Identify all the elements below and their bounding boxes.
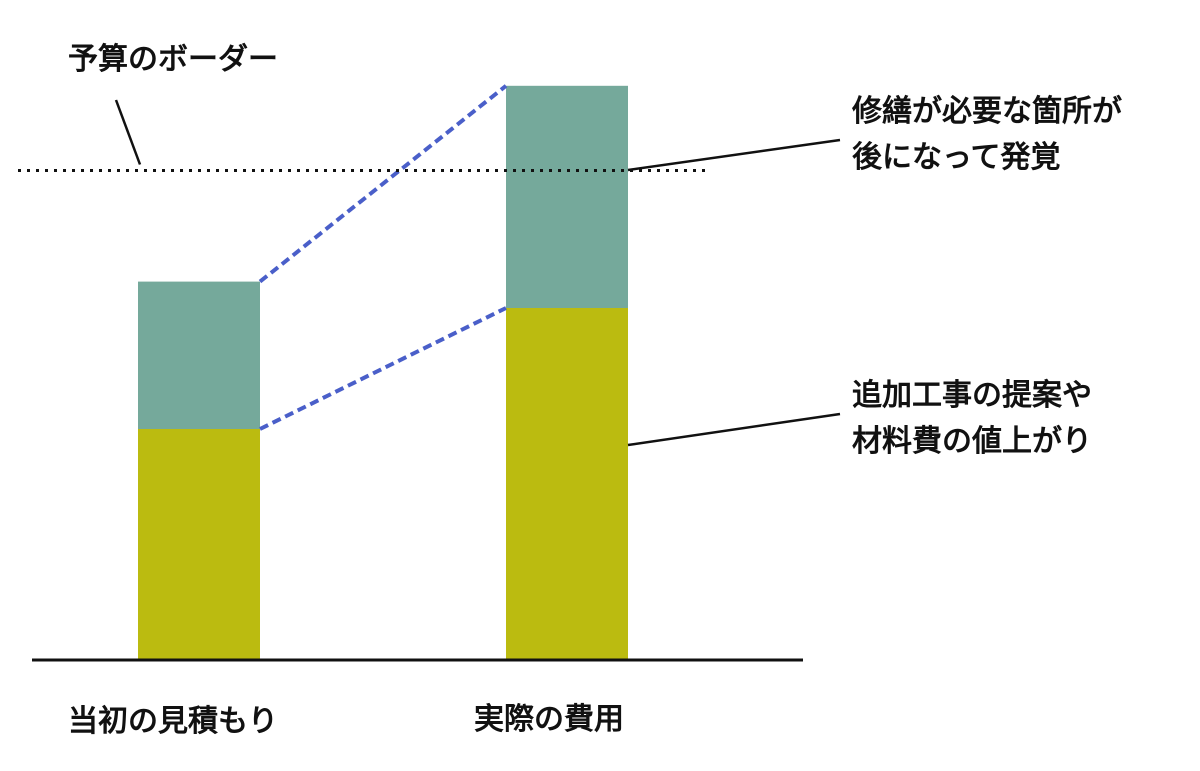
annotation-bottom-line-1: 追加工事の提案や: [852, 378, 1092, 413]
connector-line-lower: [259, 306, 507, 431]
category-label-actual: 実際の費用: [474, 702, 624, 737]
budget-label-leader: [114, 99, 142, 165]
connector-line-upper: [258, 84, 508, 284]
category-label-estimate: 当初の見積もり: [68, 704, 278, 739]
annotation-top-line-2: 後になって発覚: [852, 140, 1061, 175]
annotation-top-leader: [627, 138, 841, 172]
bar-actual-segment-2: [506, 85, 628, 308]
annotation-bottom-line-2: 材料費の値上がり: [852, 424, 1092, 459]
bar-estimate-segment-2: [138, 281, 260, 429]
bar-actual-segment-1: [506, 308, 628, 660]
bar-estimate-segment-1: [138, 429, 260, 660]
annotation-bottom-leader: [627, 412, 841, 447]
annotation-top-line-1: 修繕が必要な箇所が: [852, 94, 1122, 129]
budget-border-label: 予算のボーダー: [68, 42, 278, 77]
